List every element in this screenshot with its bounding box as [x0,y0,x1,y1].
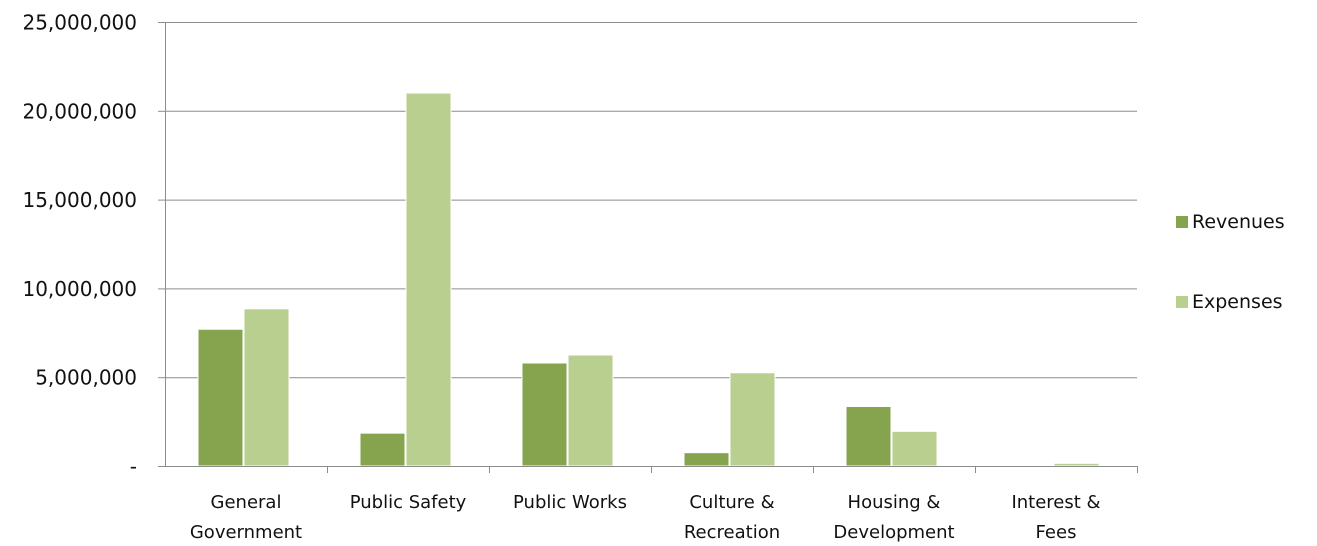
bar-revenues [197,328,244,467]
y-axis: - 5,000,000 10,000,000 15,000,000 20,000,000… [22,11,166,479]
bar-expenses [405,92,452,467]
x-tick-label: Recreation [684,522,780,543]
bar-revenues [683,452,730,467]
bar-expenses [243,308,290,467]
x-tick-label: General [211,492,282,513]
legend-label-expenses: Expenses [1192,291,1283,313]
legend-swatch-revenues [1176,216,1188,228]
bar-expenses [891,430,938,467]
bar-expenses [729,372,776,467]
gridlines [165,22,1137,379]
x-tick-label: Fees [1036,522,1077,543]
bars [197,92,1100,467]
y-tick-label: 15,000,000 [22,188,137,212]
x-axis: General Government Public Safety Public Wor… [158,466,1138,543]
legend: Revenues Expenses [1176,211,1285,313]
x-tick-label: Housing & [848,492,941,513]
x-tick-label: Development [833,522,954,543]
y-tick-label: 25,000,000 [22,11,137,35]
bar-revenues [359,432,406,467]
y-tick-label: 10,000,000 [22,277,137,301]
bar-revenues [521,362,568,467]
x-tick-label: Interest & [1011,492,1100,513]
bar-expenses [1053,462,1100,467]
bar-expenses [567,354,614,467]
y-tick-label: - [130,455,137,479]
x-tick-label: Public Works [513,492,627,513]
y-tick-label: 20,000,000 [22,99,137,123]
legend-swatch-expenses [1176,296,1188,308]
legend-label-revenues: Revenues [1192,211,1285,233]
x-tick-label: Public Safety [350,492,467,513]
y-tick-label: 5,000,000 [35,366,137,390]
x-tick-label: Culture & [689,492,774,513]
bar-revenues [845,406,892,467]
x-tick-label: Government [190,522,302,543]
